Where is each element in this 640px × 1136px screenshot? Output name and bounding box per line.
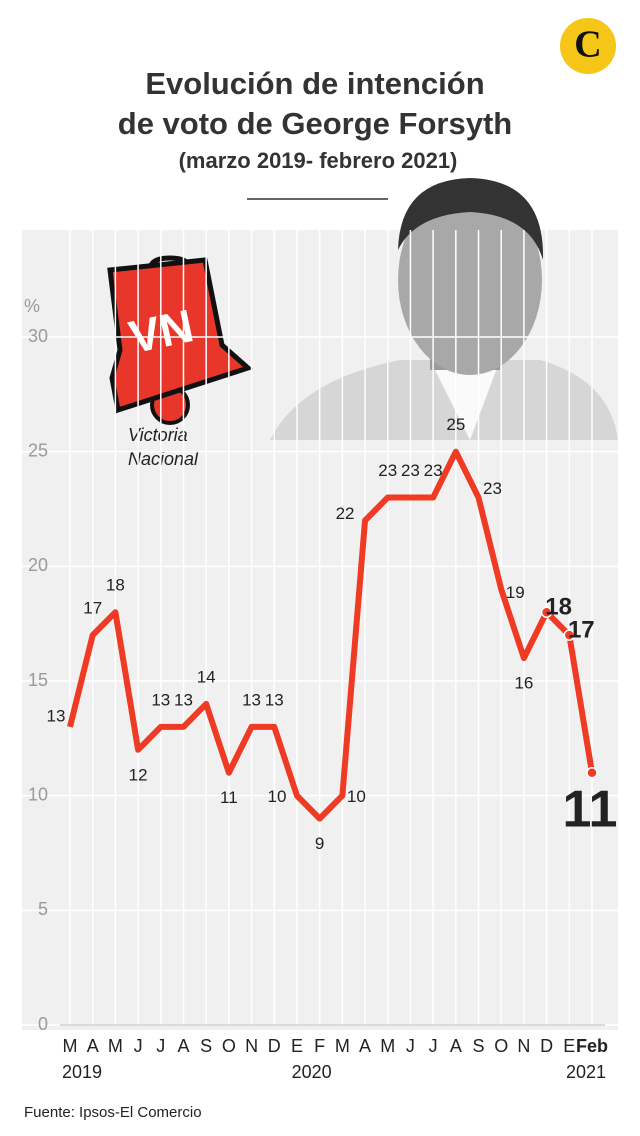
x-tick-label: S (200, 1036, 212, 1056)
logo-circle (560, 18, 616, 74)
point (540, 606, 553, 618)
x-tick-label: E (291, 1036, 303, 1056)
value-label: 9 (315, 834, 324, 853)
x-tick-label: S (473, 1036, 485, 1056)
value-label: 17 (83, 599, 102, 618)
x-tick-label: A (87, 1036, 99, 1056)
y-tick-label: 15 (28, 670, 48, 690)
value-label: 13 (47, 706, 66, 725)
x-tick-label: J (134, 1036, 143, 1056)
x-tick-label: M (335, 1036, 350, 1056)
value-label: 25 (446, 415, 465, 434)
year-label: 2020 (292, 1062, 332, 1082)
x-tick-label: O (494, 1036, 508, 1056)
title-line: de voto de George Forsyth (118, 106, 512, 141)
line (67, 448, 595, 822)
x-tick-label: A (359, 1036, 371, 1056)
y-tick-label: 5 (38, 899, 48, 919)
x-tick-label: M (380, 1036, 395, 1056)
x-tick-label: A (177, 1036, 189, 1056)
value-label: 23 (424, 461, 443, 480)
logo: C (574, 24, 601, 66)
value-label: 22 (336, 504, 355, 523)
value-label: 23 (401, 461, 420, 480)
value-label: 16 (514, 674, 533, 693)
point (586, 766, 598, 779)
value-label: 13 (151, 690, 170, 709)
value-label: 13 (174, 690, 193, 709)
value-label: 14 (197, 667, 216, 686)
value-label: 13 (242, 690, 261, 709)
value-label: 10 (267, 787, 286, 806)
value-label: 10 (347, 787, 366, 806)
x-tick-label: N (517, 1036, 530, 1056)
value-label: 23 (378, 461, 397, 480)
x-tick-label: O (222, 1036, 236, 1056)
value-label: 18 (545, 594, 572, 621)
value-label: 11 (220, 788, 238, 807)
x-tick-label: M (63, 1036, 78, 1056)
x-tick-label: Feb (576, 1036, 608, 1056)
y-tick-label: 10 (28, 784, 48, 804)
value-label: 23 (483, 479, 502, 498)
x-tick-label: A (450, 1036, 462, 1056)
x-tick-label: F (314, 1036, 325, 1056)
value-label: 12 (129, 765, 148, 784)
x-tick-label: J (406, 1036, 415, 1056)
value-label: 13 (265, 690, 284, 709)
x-tick-label: J (429, 1036, 438, 1056)
year-label: 2021 (566, 1062, 606, 1082)
photo (270, 178, 618, 440)
x-tick-label: M (108, 1036, 123, 1056)
party-name: Victoria (128, 425, 188, 445)
x-tick-label: E (563, 1036, 575, 1056)
value-label: 17 (568, 616, 595, 643)
y-tick-label: 30 (28, 326, 48, 346)
y-tick-label: 20 (28, 555, 48, 575)
source: Fuente: Ipsos-El Comercio (24, 1104, 202, 1121)
x-tick-label: N (245, 1036, 258, 1056)
year-label: 2019 (62, 1062, 102, 1082)
x-tick-label: D (268, 1036, 281, 1056)
subtitle: (marzo 2019- febrero 2021) (179, 148, 458, 173)
y-tick-label: 25 (28, 440, 48, 460)
x-tick-label: D (540, 1036, 553, 1056)
title-line: Evolución de intención (145, 66, 484, 101)
x-tick-label: J (156, 1036, 165, 1056)
y-tick-label: 0 (38, 1014, 48, 1034)
point (563, 629, 576, 641)
value-label: 18 (106, 576, 125, 595)
party-name: Nacional (128, 449, 199, 469)
value-label: 11 (563, 780, 618, 838)
value-label: 19 (506, 583, 525, 602)
y-unit: % (24, 296, 40, 316)
